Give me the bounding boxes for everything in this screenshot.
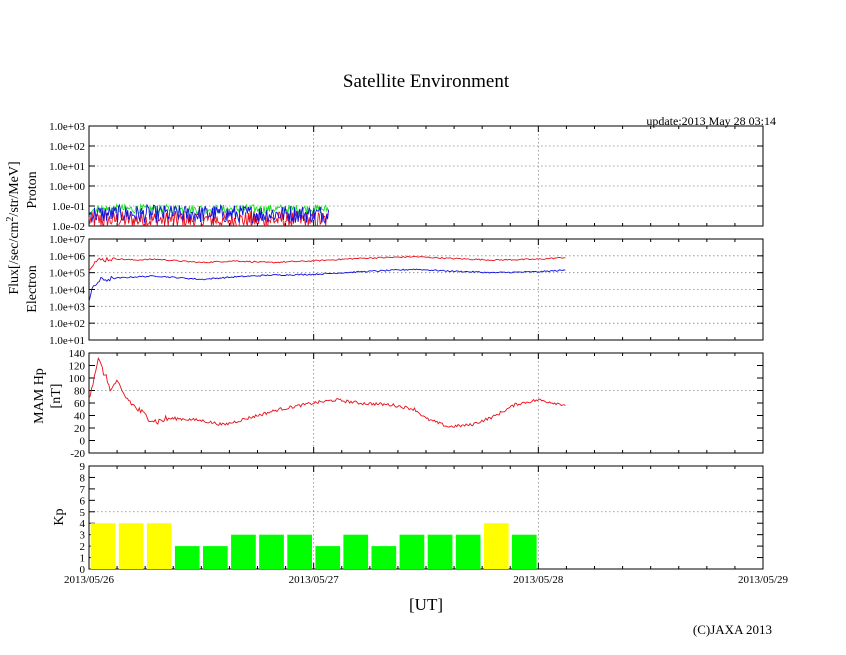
kp-ytick-label: 4 — [80, 518, 86, 530]
chart-title: Satellite Environment — [343, 71, 510, 92]
x-tick-labels: 2013/05/26 2013/05/27 2013/05/28 2013/05/29 — [64, 574, 789, 586]
kp-bar-3 — [174, 546, 200, 569]
hp-ytick-label: 0 — [80, 436, 86, 448]
kp-ytick-label: 0 — [80, 564, 86, 576]
kp-bar-10 — [371, 546, 397, 569]
kp-bar-6 — [259, 534, 284, 569]
hp-unit-label: [nT] — [49, 384, 64, 409]
electron-ytick-label: 1.0e+01 — [49, 335, 85, 347]
electron-ytick-label: 1.0e+05 — [49, 268, 85, 280]
kp-ytick-label: 8 — [80, 472, 86, 484]
hp-ytick-label: 100 — [69, 373, 86, 385]
kp-bar-14 — [483, 523, 509, 569]
kp-bar-15 — [511, 534, 537, 569]
proton-ytick-label: 1.0e+00 — [49, 181, 85, 193]
hp-ytick-label: 140 — [69, 348, 86, 360]
x-axis-label: [UT] — [409, 595, 443, 614]
kp-ytick-label: 9 — [80, 461, 86, 473]
kp-ytick-label: 2 — [80, 541, 86, 553]
hp-frame — [88, 352, 764, 454]
proton-ytick-label: 1.0e-02 — [52, 221, 85, 233]
electron-series-electron-high-energy — [88, 268, 566, 302]
hp-ytick-label: -20 — [70, 448, 85, 460]
kp-bar-9 — [343, 534, 369, 569]
proton-ytick-label: 1.0e+01 — [49, 161, 85, 173]
proton-ytick-label: 1.0e-01 — [52, 201, 85, 213]
update-timestamp: update:2013 May 28 03:14 — [646, 114, 776, 128]
proton-series-proton-mid — [88, 203, 329, 216]
copyright: (C)JAXA 2013 — [693, 622, 772, 637]
electron-ytick-label: 1.0e+02 — [49, 318, 85, 330]
kp-bar-4 — [203, 546, 228, 569]
electron-axis-label: Electron — [25, 265, 40, 312]
electron-ytick-label: 1.0e+06 — [49, 251, 85, 263]
kp-ytick-label: 5 — [80, 507, 86, 519]
proton-axis-label: Proton — [25, 171, 40, 208]
hp-series-mam-hp — [88, 356, 566, 428]
kp-bar-7 — [287, 534, 312, 569]
hp-axis-label: MAM Hp — [32, 368, 47, 424]
kp-bar-8 — [315, 546, 341, 569]
x-tick-label-2: 2013/05/28 — [513, 574, 564, 586]
kp-bar-11 — [399, 534, 425, 569]
proton-ytick-label: 1.0e+02 — [49, 141, 85, 153]
kp-bar-12 — [427, 534, 453, 569]
proton-series-proton-low — [88, 203, 329, 224]
x-tick-label-3: 2013/05/29 — [738, 574, 789, 586]
kp-bar-1 — [118, 523, 144, 569]
panels-group: 1.0e-02 1.0e-01 1.0e+00 1.0e+01 1.0e+02 1.0e+… — [49, 121, 764, 576]
hp-ytick-label: 80 — [74, 386, 86, 398]
kp-bar-5 — [231, 534, 256, 569]
kp-ytick-label: 7 — [80, 484, 86, 496]
hp-ytick-label: 20 — [74, 423, 86, 435]
kp-ytick-label: 6 — [80, 495, 86, 507]
x-tick-label-1: 2013/05/27 — [289, 574, 340, 586]
kp-axis-label: Kp — [52, 508, 67, 525]
kp-bar-0 — [90, 523, 116, 569]
x-tick-label-0: 2013/05/26 — [64, 574, 115, 586]
flux-axis-label: Flux[/sec/cm2/str/MeV] — [5, 161, 22, 294]
kp-bar-2 — [146, 523, 172, 569]
proton-ytick-label: 1.0e+03 — [49, 121, 85, 133]
electron-ytick-label: 1.0e+07 — [49, 234, 85, 246]
hp-ytick-label: 120 — [69, 361, 86, 373]
electron-ytick-label: 1.0e+04 — [49, 285, 85, 297]
hp-ytick-label: 40 — [74, 411, 86, 423]
hp-ytick-label: 60 — [74, 398, 86, 410]
kp-ytick-label: 1 — [80, 553, 86, 565]
electron-series-electron-low-energy — [88, 255, 566, 271]
kp-bar-13 — [455, 534, 481, 569]
kp-ytick-label: 3 — [80, 530, 86, 542]
electron-ytick-label: 1.0e+03 — [49, 301, 85, 313]
